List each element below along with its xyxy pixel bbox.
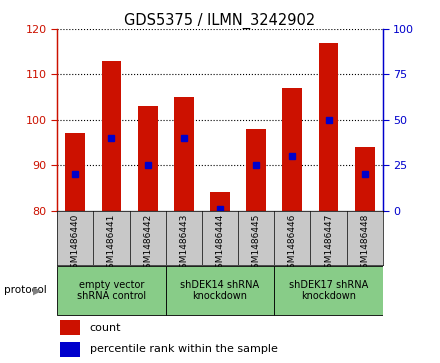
- Text: empty vector
shRNA control: empty vector shRNA control: [77, 280, 146, 301]
- Bar: [355, 147, 375, 211]
- Text: GSM1486442: GSM1486442: [143, 213, 152, 273]
- Text: GSM1486448: GSM1486448: [360, 213, 369, 274]
- Text: shDEK14 shRNA
knockdown: shDEK14 shRNA knockdown: [180, 280, 260, 301]
- Bar: [174, 97, 194, 211]
- Text: protocol: protocol: [4, 285, 47, 295]
- Bar: [210, 192, 230, 211]
- Bar: [66, 133, 85, 211]
- FancyBboxPatch shape: [274, 266, 383, 315]
- Text: GSM1486444: GSM1486444: [216, 213, 224, 273]
- Bar: [319, 42, 338, 211]
- Text: GSM1486445: GSM1486445: [252, 213, 260, 274]
- Text: ▶: ▶: [33, 285, 42, 295]
- Text: GSM1486447: GSM1486447: [324, 213, 333, 274]
- Text: count: count: [90, 323, 121, 333]
- Text: GSM1486440: GSM1486440: [71, 213, 80, 274]
- Text: GDS5375 / ILMN_3242902: GDS5375 / ILMN_3242902: [125, 13, 315, 29]
- Text: percentile rank within the sample: percentile rank within the sample: [90, 344, 278, 354]
- Bar: [60, 320, 80, 335]
- Text: GSM1486441: GSM1486441: [107, 213, 116, 274]
- Text: GSM1486443: GSM1486443: [180, 213, 188, 274]
- Bar: [102, 61, 121, 211]
- FancyBboxPatch shape: [166, 266, 274, 315]
- Text: shDEK17 shRNA
knockdown: shDEK17 shRNA knockdown: [289, 280, 368, 301]
- Bar: [60, 342, 80, 357]
- Bar: [138, 106, 158, 211]
- FancyBboxPatch shape: [57, 266, 166, 315]
- Text: GSM1486446: GSM1486446: [288, 213, 297, 274]
- Bar: [246, 129, 266, 211]
- Bar: [282, 88, 302, 211]
